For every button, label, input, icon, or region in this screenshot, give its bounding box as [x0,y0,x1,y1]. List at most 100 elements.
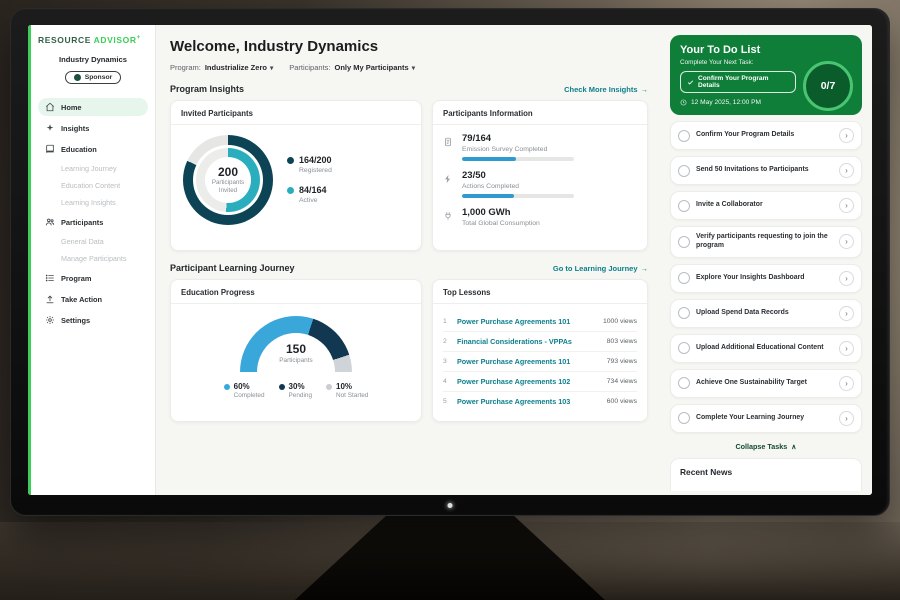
task-item[interactable]: Invite a Collaborator › [670,191,862,220]
education-icon [46,144,54,153]
legend-pct: 60% [233,382,250,391]
sponsor-label: Sponsor [84,74,113,81]
chevron-right-icon[interactable]: › [839,270,854,286]
lesson-link[interactable]: Financial Considerations - VPPAs [457,337,572,346]
donut-center-value: 200 [217,165,239,180]
todo-summary-card: Your To Do List Complete Your Next Task:… [670,35,862,115]
task-label: Verify participants requesting to join t… [696,233,828,249]
lesson-row[interactable]: 5 Power Purchase Agreements 103 600 view… [443,392,637,411]
todo-progress-circle: 0/7 [803,61,853,111]
legend-completed: 60% Completed [223,382,265,399]
sidebar-item-insights[interactable]: Insights [38,119,148,137]
task-label: Upload Spend Data Records [696,308,789,316]
task-item[interactable]: Complete Your Learning Journey › [670,403,862,433]
logo-part1: RESOURCE [38,35,91,45]
sidebar-item-learning-journey[interactable]: Learning Journey [61,164,117,173]
gauge-center-label: Participants [279,357,313,364]
sidebar-item-home[interactable]: Home [38,98,148,116]
chevron-right-icon[interactable]: › [839,234,854,250]
chevron-right-icon[interactable]: › [839,198,854,213]
arrow-right-icon: → [640,263,649,273]
learning-journey-title: Participant Learning Journey [170,263,295,273]
sidebar-item-take-action[interactable]: Take Action [38,290,148,308]
lesson-row[interactable]: 4 Power Purchase Agreements 102 734 view… [443,372,637,392]
lesson-row[interactable]: 1 Power Purchase Agreements 101 1000 vie… [443,312,637,332]
chevron-right-icon[interactable]: › [839,305,854,321]
link-label: Check More Insights [564,84,638,94]
task-item[interactable]: Explore Your Insights Dashboard › [670,263,862,293]
task-label: Explore Your Insights Dashboard [696,273,805,281]
invited-participants-card: Invited Participants 200 Participants In… [170,100,422,251]
gauge-center-value: 150 [285,342,307,356]
info-value: 23/50 [462,170,486,181]
task-item[interactable]: Achieve One Sustainability Target › [670,368,862,398]
sidebar-item-learning-insights[interactable]: Learning Insights [61,198,116,207]
sidebar-item-education-content[interactable]: Education Content [61,181,121,190]
sidebar-item-manage-participants[interactable]: Manage Participants [61,254,127,263]
sidebar-item-label: Education [61,144,97,154]
check-icon [687,79,694,85]
power-led [447,503,453,508]
lesson-rank: 1 [443,318,447,325]
lesson-link[interactable]: Power Purchase Agreements 101 [457,317,571,326]
sidebar-item-label: Take Action [61,294,103,304]
task-item[interactable]: Send 50 Invitations to Participants › [670,156,862,185]
lesson-views: 734 views [606,378,637,385]
legend-label: Completed [233,392,265,399]
legend-pct: 30% [288,382,305,391]
link-label: Go to Learning Journey [552,263,638,273]
home-icon [45,102,55,112]
task-label: Send 50 Invitations to Participants [696,166,809,174]
collapse-tasks-button[interactable]: Collapse Tasks ∧ [670,442,862,451]
lesson-row[interactable]: 2 Financial Considerations - VPPAs 803 v… [443,332,637,352]
lesson-row[interactable]: 3 Power Purchase Agreements 101 793 view… [443,352,637,372]
app-window: RESOURCE ADVISOR+ Industry Dynamics Spon… [28,25,872,495]
sidebar-item-program[interactable]: Program [38,269,148,287]
task-checkbox[interactable] [678,412,690,425]
sidebar-item-education[interactable]: Education [38,140,148,158]
app-logo: RESOURCE ADVISOR+ [38,35,148,45]
program-filter[interactable]: Industrialize Zero ▾ [205,63,273,72]
chevron-right-icon[interactable]: › [839,375,854,391]
program-icon [45,274,54,282]
info-label: Total Global Consumption [462,220,540,227]
monitor: RESOURCE ADVISOR+ Industry Dynamics Spon… [10,8,890,516]
participants-filter-value: Only My Participants [334,63,409,72]
sidebar-item-settings[interactable]: Settings [38,311,148,329]
task-checkbox[interactable] [678,272,690,285]
next-task-pill[interactable]: Confirm Your Program Details [680,71,796,93]
todo-title: Your To Do List [680,44,761,56]
legend-value: 84/164 [299,185,327,195]
task-checkbox[interactable] [678,307,690,320]
chevron-right-icon[interactable]: › [839,340,854,356]
settings-icon [46,316,54,324]
task-item[interactable]: Confirm Your Program Details › [670,121,862,150]
task-checkbox[interactable] [678,129,690,142]
task-checkbox[interactable] [678,377,690,390]
lesson-rank: 4 [443,378,447,385]
donut-center-label: Participants Invited [211,179,245,194]
task-checkbox[interactable] [678,199,690,212]
sidebar-item-general-data[interactable]: General Data [61,237,104,246]
education-gauge-chart: 150 Participants [240,316,352,374]
chevron-right-icon[interactable]: › [839,410,854,426]
sidebar-item-participants[interactable]: Participants [38,213,148,231]
lesson-views: 600 views [606,398,637,405]
task-item[interactable]: Upload Additional Educational Content › [670,333,862,363]
chevron-right-icon[interactable]: › [839,128,854,143]
participants-filter[interactable]: Only My Participants ▾ [335,63,415,72]
legend-pending: 30% Pending [278,382,312,399]
task-checkbox[interactable] [678,342,690,355]
lesson-link[interactable]: Power Purchase Agreements 103 [457,397,571,406]
lesson-link[interactable]: Power Purchase Agreements 102 [457,377,571,386]
go-to-learning-journey-link[interactable]: Go to Learning Journey → [553,264,648,273]
task-label: Complete Your Learning Journey [696,413,805,421]
legend-value: 164/200 [299,155,332,166]
task-checkbox[interactable] [678,164,690,177]
task-item[interactable]: Verify participants requesting to join t… [670,226,862,258]
chevron-right-icon[interactable]: › [839,163,854,178]
check-more-insights-link[interactable]: Check More Insights → [564,85,648,94]
task-checkbox[interactable] [678,235,690,248]
lesson-link[interactable]: Power Purchase Agreements 101 [457,357,571,366]
task-item[interactable]: Upload Spend Data Records › [670,298,862,328]
